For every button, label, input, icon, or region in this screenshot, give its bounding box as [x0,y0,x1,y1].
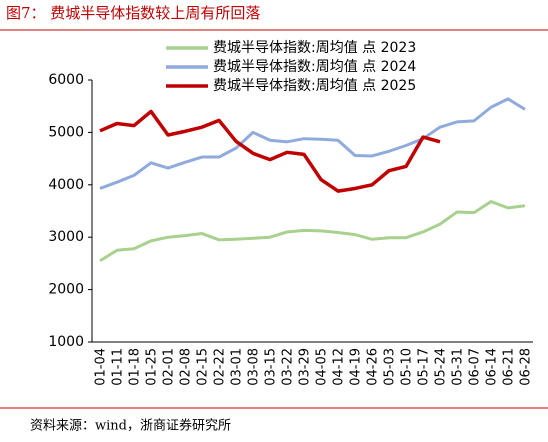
x-tick-label: 06-14 [485,348,500,386]
legend-label: 费城半导体指数:周均值 点 2024 [213,59,416,75]
x-tick-label: 02-01 [162,348,177,386]
x-tick-label: 06-07 [468,348,483,386]
x-tick-label: 03-15 [264,348,279,386]
y-tick-label: 4000 [48,177,84,193]
series-line [99,97,526,190]
y-tick-label: 1000 [48,334,84,350]
x-tick-label: 03-01 [230,348,245,386]
y-tick-label: 5000 [48,124,84,140]
x-tick-label: 04-12 [332,348,347,386]
x-tick-label: 01-18 [128,348,143,386]
x-tick-label: 03-22 [281,348,296,386]
x-tick-label: 01-25 [145,348,160,386]
legend-label: 费城半导体指数:周均值 点 2023 [213,40,416,56]
legend-label: 费城半导体指数:周均值 点 2025 [213,78,416,94]
x-tick-label: 05-24 [434,348,449,386]
x-tick-label: 05-17 [417,348,432,386]
x-tick-label: 04-26 [366,348,381,386]
y-tick-label: 3000 [48,229,84,245]
chart-title: 图7： 费城半导体指数较上周有所回落 [6,4,260,22]
x-tick-label: 03-29 [298,348,313,386]
x-tick-label: 02-15 [196,348,211,386]
series-line [99,109,441,193]
x-tick-label: 05-10 [400,348,415,386]
x-tick-label: 05-03 [383,348,398,386]
series-line [99,200,526,263]
y-tick-label: 2000 [48,282,84,298]
x-tick-label: 01-11 [111,348,126,386]
x-tick-label: 05-31 [451,348,466,386]
x-tick-label: 02-08 [179,348,194,386]
x-tick-label: 04-05 [315,348,330,386]
x-tick-label: 01-04 [94,348,109,386]
source: 资料来源：wind，浙商证券研究所 [30,418,231,434]
y-tick-label: 6000 [48,72,84,88]
x-tick-label: 06-28 [519,348,534,386]
x-tick-label: 04-19 [349,348,364,386]
x-tick-label: 03-08 [247,348,262,386]
x-tick-label: 02-22 [213,348,228,386]
x-tick-label: 06-21 [502,348,517,386]
